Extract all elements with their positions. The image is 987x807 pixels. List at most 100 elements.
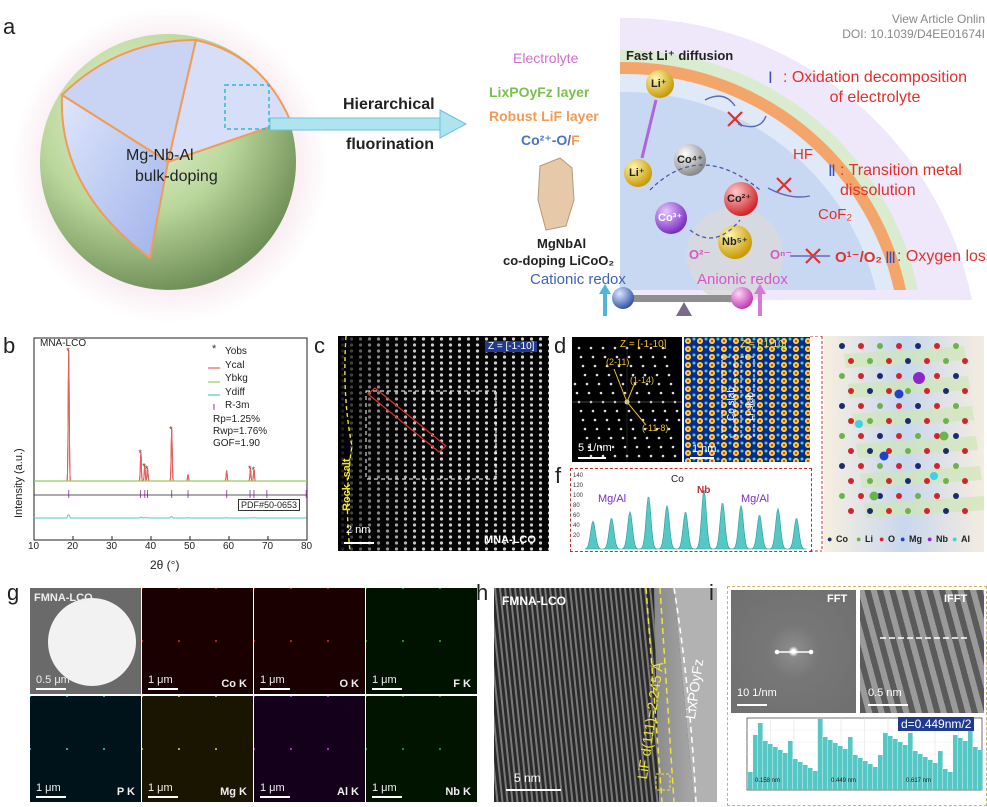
panel-d-label: d	[554, 333, 567, 358]
electrolyte-label: Electrolyte	[513, 50, 579, 66]
eds-tile: 1 μm Nb K	[366, 696, 477, 802]
cationic-label: Cationic redox	[530, 271, 626, 288]
yobs-marker: *	[66, 346, 70, 356]
zoom-box	[224, 84, 270, 130]
svg-text:80: 80	[573, 503, 580, 509]
dopant-name-1: MgNbAl	[537, 236, 587, 251]
hrtem-image-h: FMNA-LCO LiF d(111)=2.245 Å LixPOyFz 5 n…	[494, 588, 717, 802]
xrd-stats: Rp=1.25% Rwp=1.76% GOF=1.90	[213, 414, 267, 450]
hf-label: HF	[793, 146, 813, 163]
eds-element-label: P K	[116, 786, 135, 798]
xrd-ydiff-series	[34, 514, 307, 519]
panel-i-label: i	[709, 580, 714, 605]
yobs-marker: *	[142, 461, 146, 471]
header-line-1[interactable]: View Article Onlin	[891, 12, 985, 26]
crystal-structure-model: ● Co ● Li ● O ● Mg ● Nb ● Al	[824, 336, 986, 552]
pdf-card: PDF#50-0653	[238, 499, 301, 511]
issue-1: Ⅰ	[768, 68, 773, 88]
issue-3-text: : Oxygen loss	[897, 248, 987, 265]
eds-scale: 1 μm	[148, 674, 173, 686]
xrd-sample: MNA-LCO	[40, 338, 87, 349]
eds-scale-bar	[148, 688, 178, 690]
eds-element-label: Mg K	[220, 786, 247, 798]
sphere-text-1: Mg-Nb-Al	[126, 147, 194, 164]
color-haadf-e: Z = [-1-10] Co slab Li slab 1 nm	[684, 337, 810, 462]
xrd-xtick: 80	[301, 541, 313, 552]
eds-tile: FMNA-LCO 0.5 μm	[30, 588, 141, 694]
fast-li-label: Fast Li⁺ diffusion	[626, 48, 734, 63]
peak-mg-al-2: Mg/Al	[741, 493, 770, 505]
eds-element-label: Nb K	[445, 786, 471, 798]
yobs-marker: *	[251, 465, 255, 475]
eds-element-label: Al K	[337, 786, 359, 798]
arrow-text-2: fluorination	[346, 136, 434, 153]
rock-salt-label: Rock -salt	[341, 458, 353, 511]
xrd-xtick: 20	[67, 541, 79, 552]
sphere-cut-left	[60, 93, 170, 260]
eds-scale: 1 μm	[260, 674, 285, 686]
eds-element-label: Co K	[221, 678, 247, 690]
lif-layer-label: Robust LiF layer	[489, 108, 599, 124]
intensity-profile-curve	[584, 490, 807, 550]
stat-space-group: R-3m	[225, 400, 250, 411]
o-loss-label: O¹⁻/O₂	[835, 249, 883, 266]
scale-e: 1 nm	[692, 443, 717, 455]
anionic-ball	[731, 287, 753, 309]
ifft-scale: 0.5 nm	[868, 687, 902, 699]
profile-mark-3: 0.617 nm	[906, 778, 932, 784]
eds-scale: 0.5 μm	[36, 674, 70, 686]
scale-bar-e	[690, 457, 714, 459]
svg-text:140: 140	[573, 473, 584, 479]
xrd-legend: Yobs Ycal Ybkg Ydiff R-3m	[225, 345, 249, 413]
xrd-xtick: 10	[28, 541, 40, 552]
li-slab-label: Li slab	[745, 392, 756, 421]
eds-scale-bar	[148, 796, 178, 798]
panel-a-graphic	[12, 7, 972, 323]
lixpo-layer-label: LixPOyFz layer	[489, 84, 590, 100]
li-diffusion-path	[640, 99, 658, 159]
doi-link[interactable]: DOI: 10.1039/D4EE01674I	[842, 27, 985, 41]
scale-bar-d	[578, 457, 606, 459]
panel-h-label: h	[476, 580, 489, 605]
peak-mg-al-1: Mg/Al	[598, 493, 627, 505]
yobs-marker: *	[248, 464, 252, 474]
xrd-xtick: 30	[106, 541, 118, 552]
li-top-text: Li⁺	[651, 78, 667, 90]
eds-scale-bar	[36, 796, 66, 798]
dopant-name-2: co-doping LiCoO₂	[503, 253, 615, 268]
xrd-xticks: 10 20 30 40 50 60 70 80	[0, 541, 320, 555]
arrow-text-1: Hierarchical	[343, 96, 435, 113]
xrd-xtick: 50	[184, 541, 196, 552]
eds-scale-bar	[36, 688, 66, 690]
d-value-badge: d=0.449nm/2	[898, 717, 975, 731]
legend-mg: Mg	[909, 534, 922, 544]
peak-co: Co	[671, 474, 684, 485]
zone-d: Z = [-1-10]	[620, 339, 667, 350]
eds-tile: 1 μm Mg K	[142, 696, 253, 802]
eds-tile: 1 μm Co K	[142, 588, 253, 694]
cof2-label: CoF₂	[818, 206, 853, 223]
f-letter: F	[571, 132, 580, 148]
ifft-image-i: IFFT 0.5 nm	[860, 590, 984, 713]
co3-ion	[655, 202, 687, 234]
issue-2-text: : Transition metal dissolution	[840, 162, 962, 199]
spot-2-11: (2-11)	[606, 357, 630, 367]
eds-tile: 1 μm O K	[254, 588, 365, 694]
stat-gof: GOF=1.90	[213, 438, 260, 449]
fft-title: FFT	[827, 593, 848, 605]
legend-al: Al	[961, 534, 970, 544]
fft-scale: 10 1/nm	[737, 687, 777, 699]
cationic-ball	[612, 287, 634, 309]
legend-co: Co	[836, 534, 848, 544]
anionic-label: Anionic redox	[697, 271, 788, 288]
panel-a-label: a	[3, 14, 16, 39]
issue-1-num: Ⅰ	[768, 70, 773, 87]
co2-text: Co²⁺	[727, 193, 752, 205]
eds-scale: 1 μm	[148, 782, 173, 794]
hand-icon	[537, 157, 575, 231]
legend-ybkg: Ybkg	[225, 373, 248, 384]
issue-2-num: Ⅱ	[828, 163, 836, 180]
panel-g-label: g	[7, 580, 20, 605]
haadf-image-c: Z = [-1-10] Rock -salt 2 nm MNA-LCO	[338, 336, 549, 551]
